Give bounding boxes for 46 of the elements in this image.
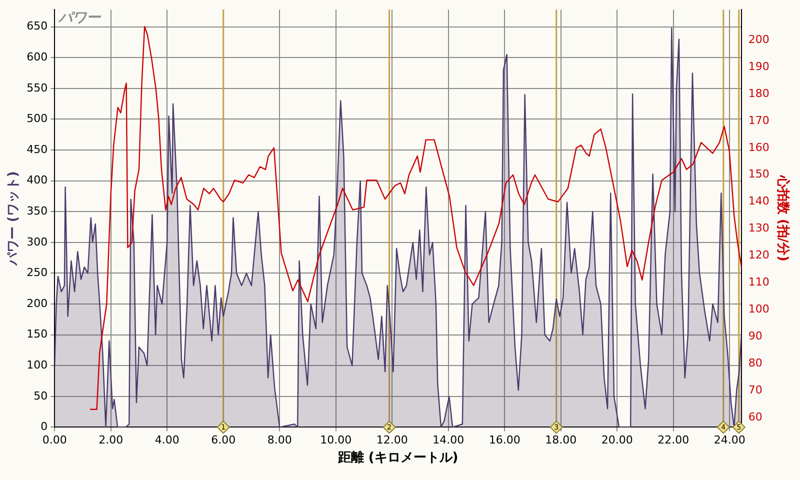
y-tick-label: 200 — [26, 296, 48, 310]
y-axis-title: パワー (ワット) — [6, 171, 22, 267]
y2-tick-label: 170 — [748, 114, 770, 127]
x-tick-label: 0.00 — [42, 434, 67, 447]
x-tick-label: 24.00 — [714, 434, 746, 447]
y2-tick-label: 90 — [748, 329, 762, 342]
y2-tick-label: 100 — [748, 302, 770, 316]
y2-tick-label: 150 — [748, 168, 770, 181]
y2-tick-label: 110 — [748, 276, 770, 289]
y-tick-label: 250 — [26, 266, 48, 280]
y2-tick-label: 190 — [748, 60, 770, 73]
y-tick-label: 50 — [34, 389, 48, 402]
y2-tick-label: 140 — [748, 194, 770, 208]
x-tick-label: 14.00 — [432, 434, 464, 447]
y-tick-label: 650 — [26, 20, 48, 33]
y2-tick-label: 120 — [748, 248, 770, 262]
x-tick-label: 18.00 — [545, 434, 577, 447]
y-tick-label: 500 — [26, 112, 48, 126]
x-tick-label: 16.00 — [488, 434, 520, 447]
x-tick-label: 20.00 — [601, 434, 633, 447]
y2-tick-label: 160 — [748, 140, 770, 154]
x-tick-label: 4.00 — [154, 434, 180, 447]
chart-title: パワー — [58, 10, 102, 26]
y2-tick-label: 130 — [748, 222, 770, 235]
x-axis-title: 距離 (キロメートル) — [336, 450, 458, 466]
y2-tick-label: 180 — [748, 86, 770, 100]
y-tick-label: 100 — [26, 358, 48, 372]
x-tick-label: 12.00 — [376, 434, 408, 447]
y-tick-label: 450 — [26, 142, 48, 156]
x-tick-label: 6.00 — [211, 434, 236, 447]
y-tick-label: 150 — [26, 328, 48, 341]
x-tick-label: 8.00 — [267, 434, 292, 447]
y-tick-label: 0 — [40, 420, 48, 434]
x-tick-label: 22.00 — [658, 434, 690, 447]
y-tick-label: 400 — [26, 174, 48, 187]
y-tick-label: 350 — [26, 204, 48, 218]
x-tick-label: 10.00 — [320, 434, 352, 447]
x-tick-label: 2.00 — [98, 434, 124, 447]
y2-tick-label: 60 — [748, 410, 762, 424]
y-tick-label: 550 — [26, 81, 48, 94]
y2-tick-label: 70 — [748, 383, 762, 396]
y-tick-label: 600 — [26, 50, 48, 64]
y2-axis-title: 心拍数 (拍/分) — [774, 174, 791, 262]
y2-tick-label: 80 — [748, 356, 762, 370]
y-tick-label: 300 — [26, 235, 48, 248]
y2-tick-label: 200 — [748, 32, 770, 46]
